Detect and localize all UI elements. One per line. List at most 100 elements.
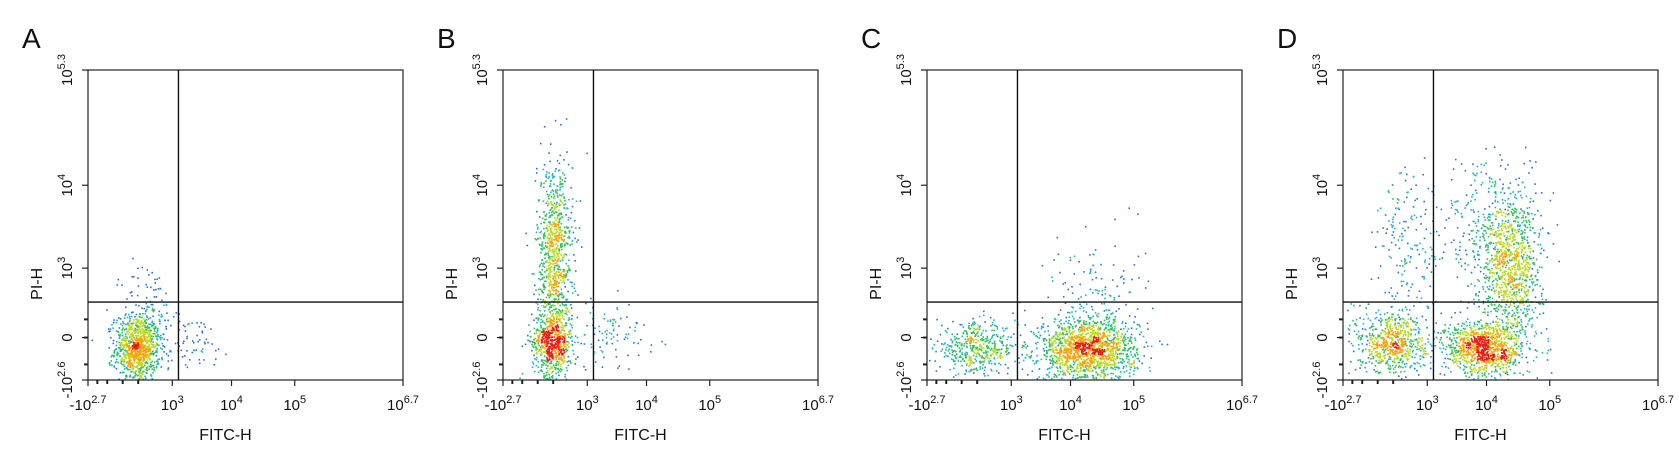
event-dot [534, 370, 536, 373]
event-dot [971, 323, 974, 326]
event-dot [985, 354, 987, 357]
event-dot [533, 293, 535, 296]
event-dot [546, 344, 548, 346]
event-dot [564, 322, 567, 324]
event-dot [598, 325, 600, 328]
event-dot [139, 345, 141, 347]
event-dot [1067, 338, 1069, 341]
event-dot [142, 329, 144, 331]
event-dot [148, 359, 151, 361]
event-dot [551, 258, 554, 261]
event-dot [1397, 271, 1400, 274]
event-dot [118, 341, 120, 344]
event-dot [593, 351, 596, 353]
event-dot [545, 252, 547, 254]
event-dot [1413, 367, 1416, 370]
event-dot [147, 334, 150, 337]
event-dot [990, 362, 993, 365]
event-dot [1377, 277, 1380, 279]
event-dot [1479, 270, 1482, 273]
event-dot [1390, 241, 1393, 244]
event-dot [146, 359, 149, 361]
event-dot [134, 353, 137, 356]
event-dot [1140, 331, 1142, 333]
event-dot [1057, 359, 1060, 361]
event-dot [610, 338, 613, 340]
event-dot [201, 332, 204, 334]
event-dot [1093, 329, 1095, 332]
event-dot [1082, 347, 1084, 349]
event-dot [1129, 339, 1131, 342]
event-dot [546, 236, 548, 238]
event-dot [561, 358, 563, 361]
event-dot [945, 346, 948, 349]
event-dot [552, 323, 555, 326]
event-dot [1132, 363, 1134, 365]
event-dot [559, 189, 561, 191]
event-dot [1390, 287, 1393, 289]
event-dot [971, 338, 973, 340]
event-dot [1092, 264, 1094, 267]
event-dot [547, 177, 549, 180]
event-dot [545, 261, 547, 263]
event-dot [544, 348, 547, 350]
event-dot [559, 244, 562, 247]
event-dot [146, 330, 148, 333]
event-dot [557, 240, 559, 243]
event-dot [150, 363, 152, 366]
event-dot [549, 209, 551, 212]
event-dot [1100, 358, 1102, 360]
event-dot [536, 321, 538, 324]
event-dot [1064, 371, 1066, 374]
event-dot [1014, 319, 1016, 322]
event-dot [117, 278, 120, 281]
event-dot [140, 372, 143, 374]
event-dot [1113, 364, 1116, 367]
event-dot [549, 269, 552, 271]
event-dot [557, 302, 559, 305]
event-dot [1545, 328, 1548, 330]
event-dot [1092, 349, 1094, 351]
event-dot [146, 362, 148, 364]
event-dot [573, 287, 576, 289]
event-dot [1035, 360, 1038, 362]
event-dot [1069, 338, 1072, 341]
event-dot [1046, 352, 1048, 354]
event-dot [1079, 345, 1081, 347]
event-dot [1101, 364, 1103, 367]
event-dot [135, 322, 137, 324]
event-dot [130, 349, 133, 352]
event-dot [1430, 367, 1432, 370]
event-dot [953, 355, 956, 357]
event-dot [969, 358, 972, 360]
event-dot [1379, 265, 1382, 267]
event-dot [1428, 263, 1431, 265]
y-tick-label: 105.3 [56, 54, 76, 86]
event-dot [562, 295, 565, 298]
event-dot [1071, 346, 1073, 349]
event-dot [949, 345, 951, 347]
event-dot [1102, 372, 1104, 374]
event-dot [540, 230, 542, 233]
event-dot [153, 366, 155, 369]
event-dot [543, 288, 545, 291]
event-dot [547, 229, 550, 232]
event-dot [555, 362, 558, 365]
event-dot [1072, 374, 1075, 377]
event-dot [1113, 298, 1116, 301]
event-dot [1080, 326, 1083, 328]
event-dot [140, 320, 143, 322]
event-dot [125, 346, 128, 348]
event-dot [570, 362, 572, 364]
event-dot [1536, 279, 1539, 281]
event-dot [1108, 364, 1110, 366]
y-tick-label: -102.6 [471, 362, 491, 399]
event-dot [965, 345, 968, 348]
event-dot [1073, 344, 1075, 346]
event-dot [1115, 358, 1117, 361]
event-dot [542, 168, 545, 171]
event-dot [1112, 351, 1114, 353]
event-dot [1097, 350, 1100, 353]
event-dot [545, 318, 548, 321]
event-dot [1045, 358, 1048, 361]
